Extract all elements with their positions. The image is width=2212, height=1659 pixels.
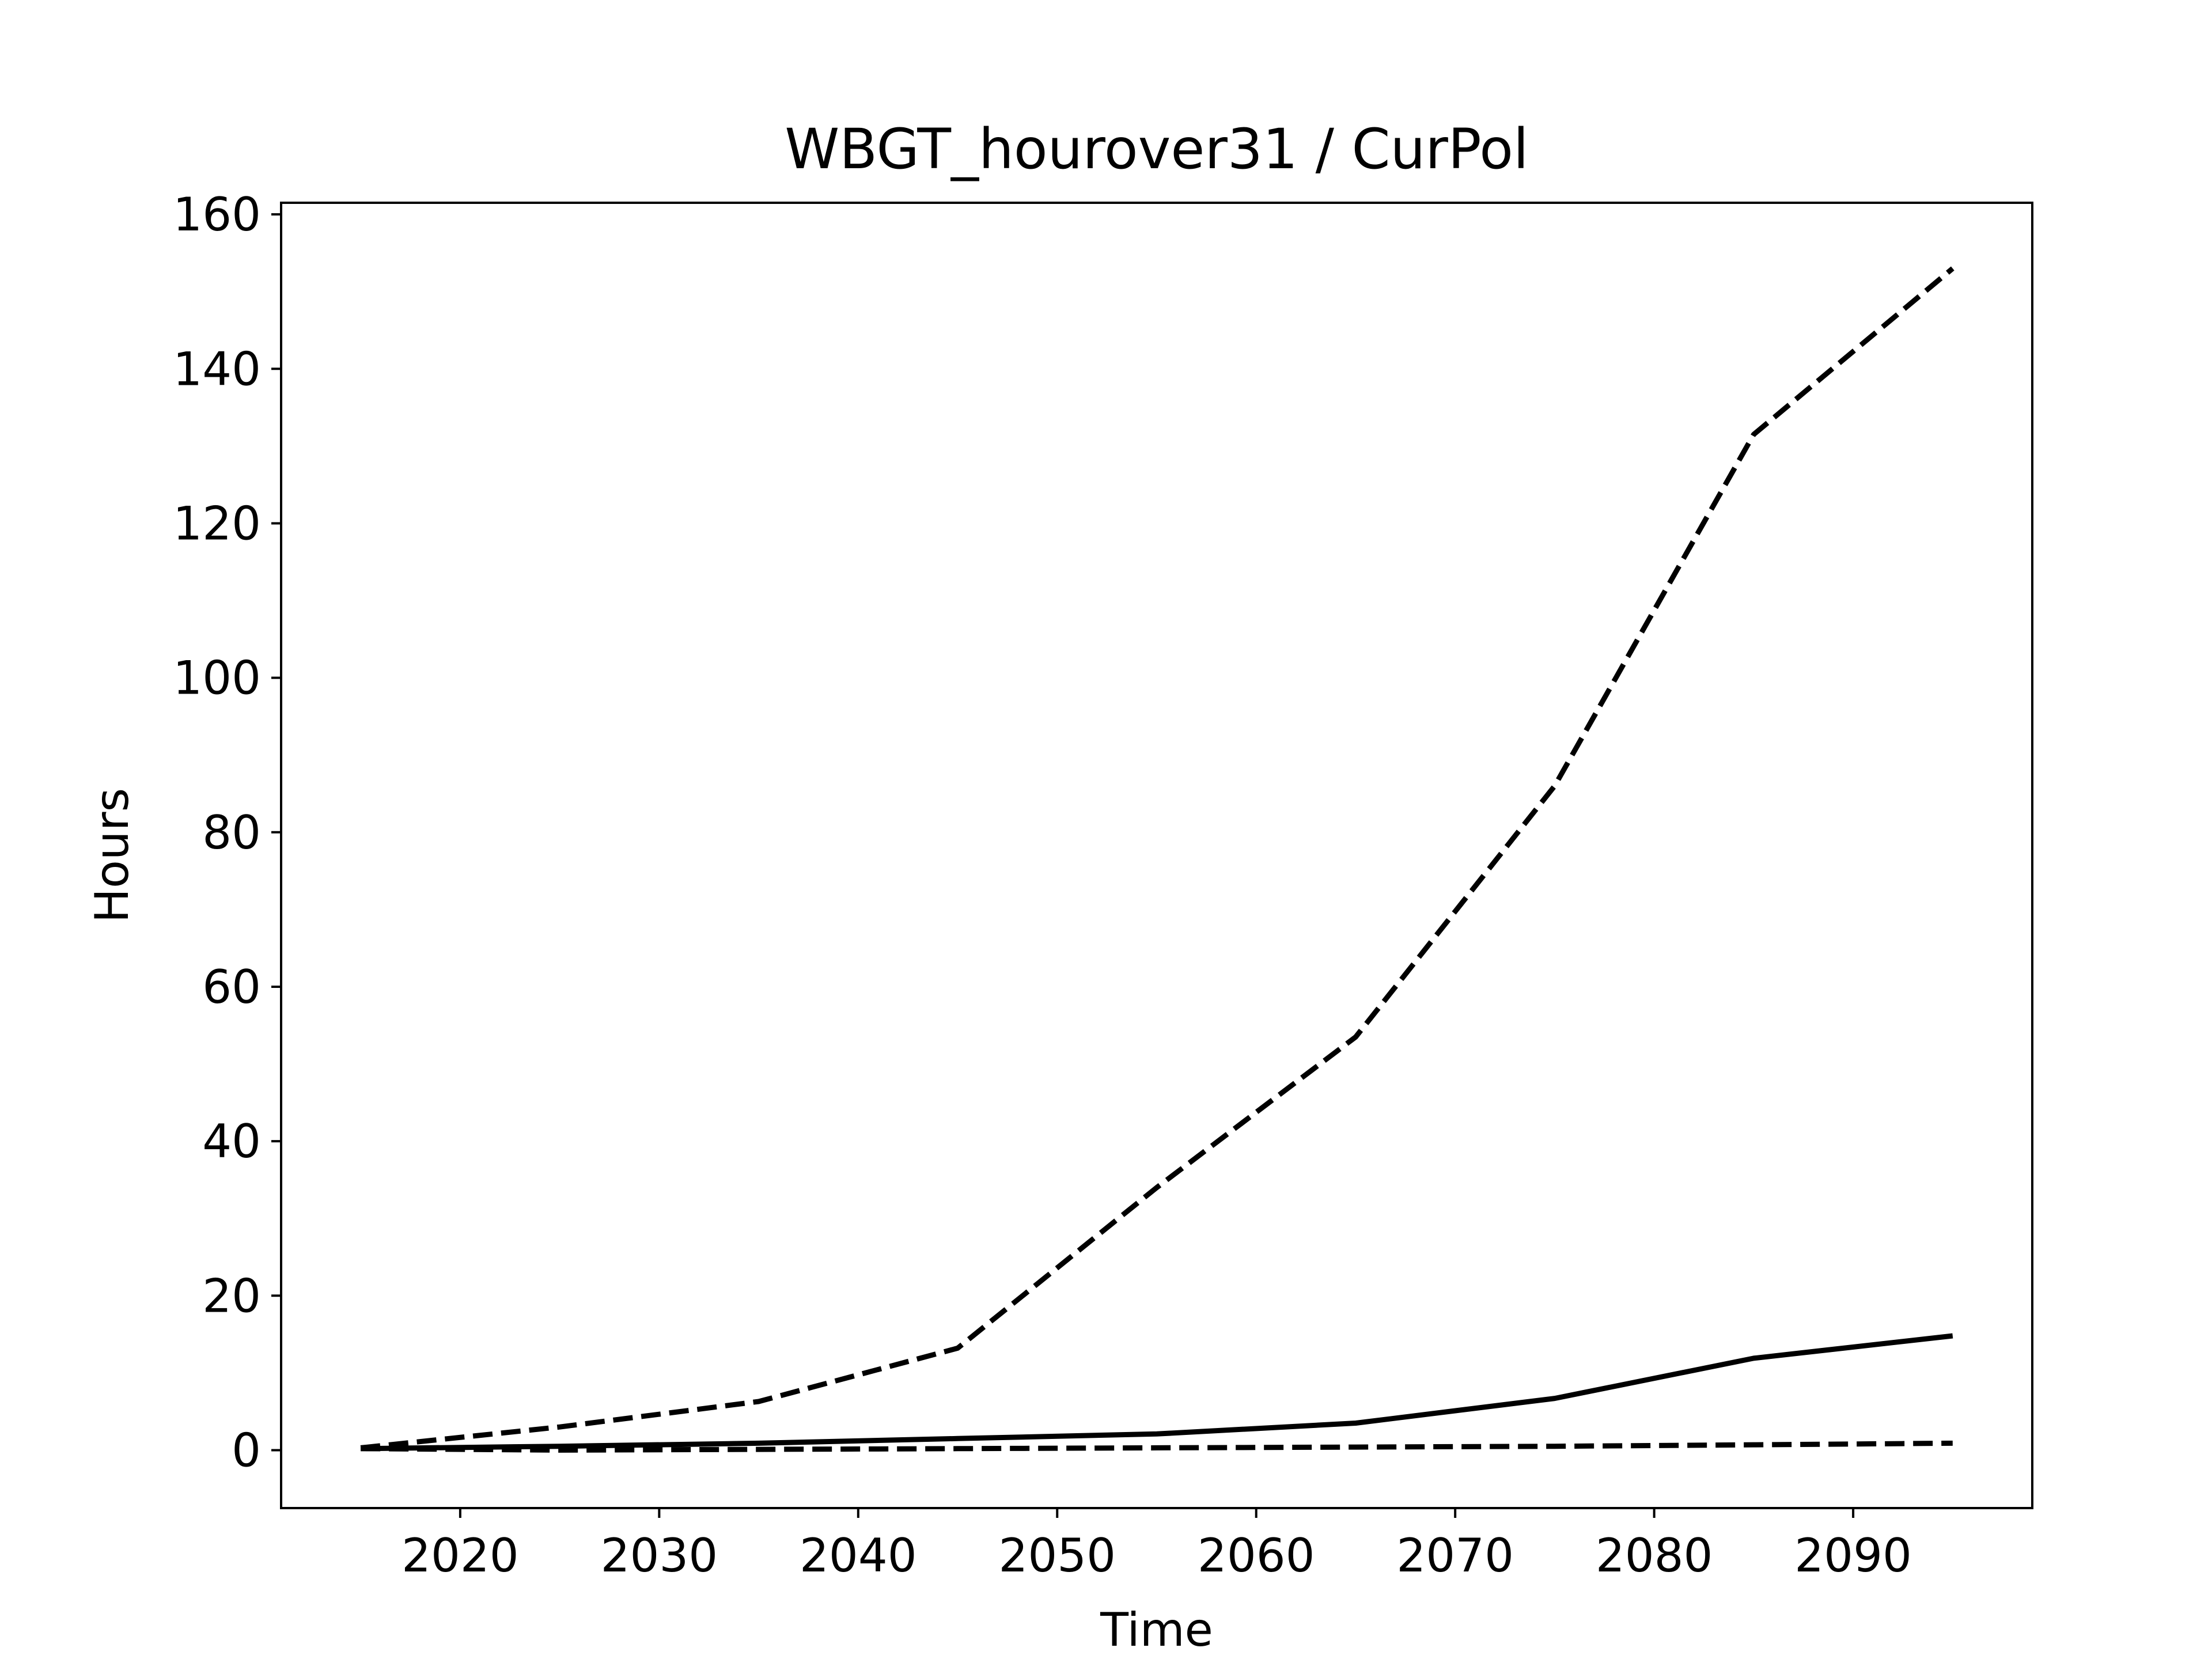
y-axis-label: Hours	[85, 788, 139, 923]
y-tick-label: 120	[173, 497, 261, 550]
x-tick-label: 2080	[1596, 1529, 1713, 1582]
x-axis-label: Time	[1100, 1603, 1213, 1657]
x-tick-label: 2040	[800, 1529, 917, 1582]
x-tick-label: 2030	[601, 1529, 718, 1582]
y-tick-label: 80	[202, 806, 261, 859]
plot-lines	[360, 266, 1955, 1453]
series-line-1	[360, 266, 1955, 1450]
series-line-2	[361, 1333, 1953, 1452]
x-tick-label: 2090	[1794, 1529, 1912, 1582]
x-tick-label: 2070	[1396, 1529, 1514, 1582]
plot-frame	[280, 202, 2033, 1509]
y-tick-label: 140	[173, 342, 261, 396]
x-tick-label: 2020	[402, 1529, 519, 1582]
y-tick-label: 20	[202, 1269, 261, 1323]
y-tick-label: 0	[232, 1423, 261, 1477]
chart-title: WBGT_hourover31 / CurPol	[785, 117, 1528, 181]
y-tick-label: 40	[202, 1115, 261, 1168]
y-tick-label: 60	[202, 960, 261, 1014]
x-tick-label: 2050	[998, 1529, 1116, 1582]
series-line-3	[361, 1440, 1953, 1453]
y-tick-label: 100	[173, 652, 261, 705]
x-tick-label: 2060	[1198, 1529, 1315, 1582]
y-axis-ticks: 0 20 40 60 80 100 120 140 160	[173, 188, 281, 1477]
y-tick-label: 160	[173, 188, 261, 241]
x-axis-ticks: 2020 2030 2040 2050 2060 2070 2080 2090	[402, 1508, 1912, 1582]
